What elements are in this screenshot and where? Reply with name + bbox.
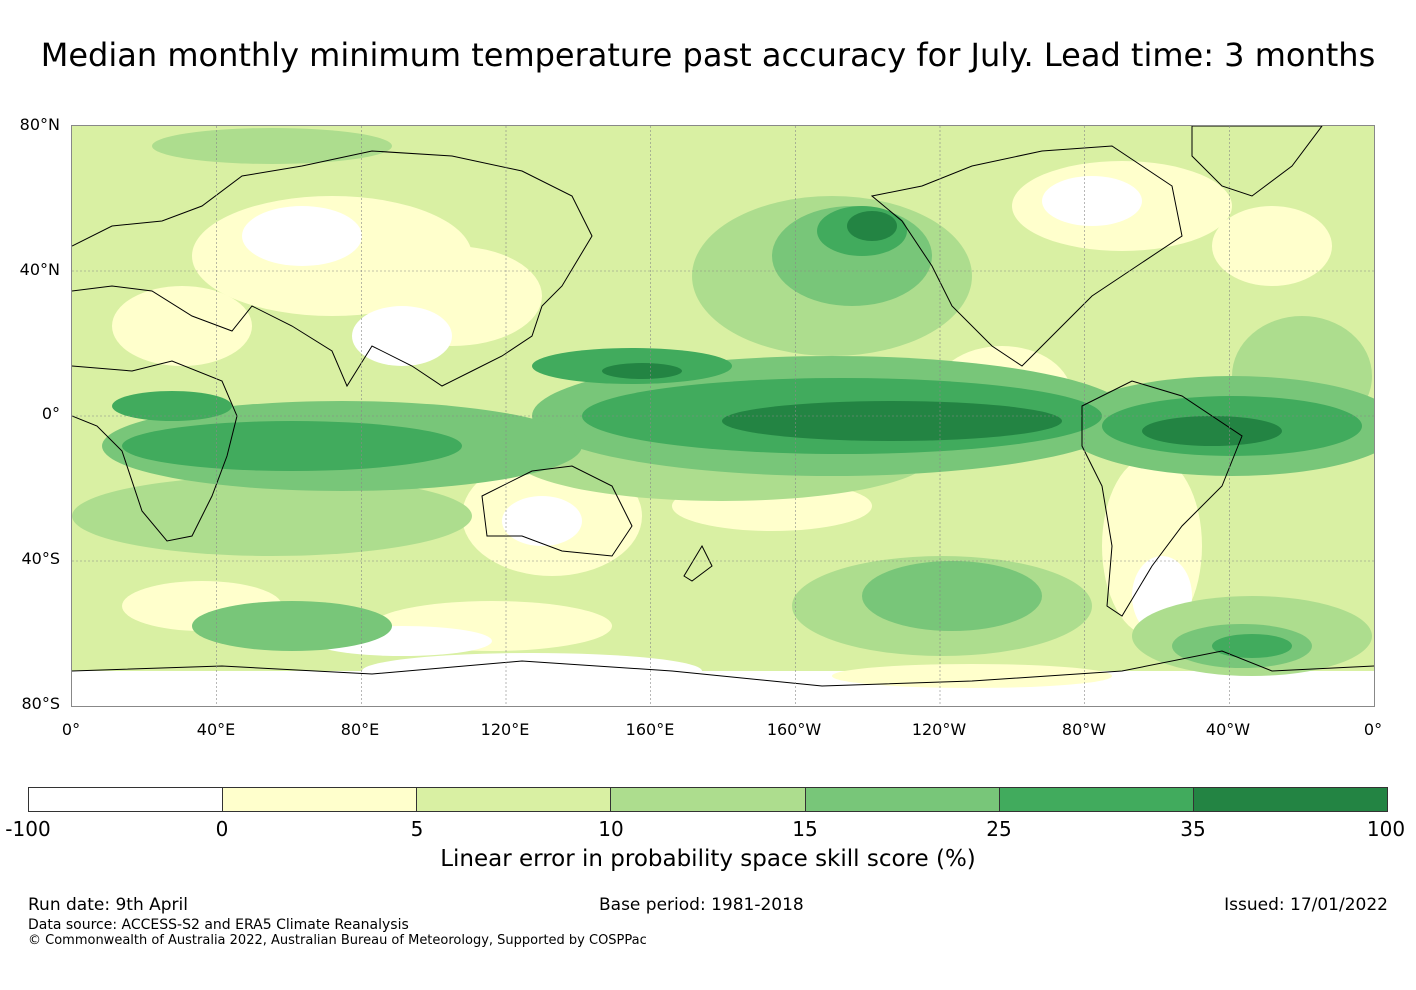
map-svg (72, 126, 1374, 706)
lat-label-equator: 0° (41, 404, 60, 423)
colorbar-tick: -100 (5, 817, 51, 841)
gridlines (72, 126, 1374, 706)
lon-label-80w: 80°W (1061, 720, 1107, 739)
colorbar-segment (223, 788, 418, 811)
lat-label-80n: 80°N (19, 115, 60, 134)
greenland-coastline (1191, 126, 1323, 197)
eurasia-coastline (72, 150, 593, 388)
lat-label-80s: 80°S (21, 694, 60, 713)
lon-label-80e: 80°E (340, 720, 380, 739)
australia-coastline (481, 465, 633, 557)
colorbar-segment (1193, 788, 1387, 811)
data-source: Data source: ACCESS-S2 and ERA5 Climate … (28, 917, 409, 933)
run-date: Run date: 9th April (28, 895, 188, 915)
skill-score-map (71, 125, 1375, 707)
highest-skill-regions (602, 211, 1282, 446)
colorbar-tick: 0 (215, 817, 229, 841)
south-america-coastline (1081, 380, 1243, 617)
colorbar-segment (417, 788, 612, 811)
colorbar-tick: 5 (410, 817, 424, 841)
north-america-coastline (870, 145, 1183, 367)
lon-label-0: 0° (61, 720, 81, 739)
colorbar-segment (611, 788, 806, 811)
base-period: Base period: 1981-2018 (599, 895, 804, 915)
colorbar-tick: 25 (986, 817, 1012, 841)
antarctica-coastline (72, 650, 1374, 687)
colorbar (28, 787, 1388, 812)
lat-label-40n: 40°N (19, 260, 60, 279)
lon-label-160w: 160°W (766, 720, 822, 739)
copyright: © Commonwealth of Australia 2022, Austra… (28, 933, 647, 948)
lon-label-160e: 160°E (625, 720, 675, 739)
lon-label-120e: 120°E (480, 720, 530, 739)
lon-label-0-east: 0° (1363, 720, 1383, 739)
coastlines (72, 126, 1374, 687)
colorbar-segment (999, 788, 1194, 811)
colorbar-segment (805, 788, 1000, 811)
lon-label-120w: 120°W (911, 720, 967, 739)
colorbar-tick: 100 (1366, 817, 1406, 841)
colorbar-tick: 35 (1180, 817, 1206, 841)
lon-label-40e: 40°E (196, 720, 236, 739)
issued-date: Issued: 17/01/2022 (1224, 895, 1388, 915)
lat-label-40s: 40°S (21, 549, 60, 568)
new-zealand-coastline (683, 544, 713, 582)
colorbar-segment (29, 788, 224, 811)
lon-label-40w: 40°W (1205, 720, 1251, 739)
colorbar-label: Linear error in probability space skill … (440, 846, 976, 872)
map-title: Median monthly minimum temperature past … (40, 36, 1376, 74)
colorbar-tick: 15 (792, 817, 818, 841)
africa-coastline (72, 360, 238, 542)
colorbar-tick: 10 (598, 817, 624, 841)
